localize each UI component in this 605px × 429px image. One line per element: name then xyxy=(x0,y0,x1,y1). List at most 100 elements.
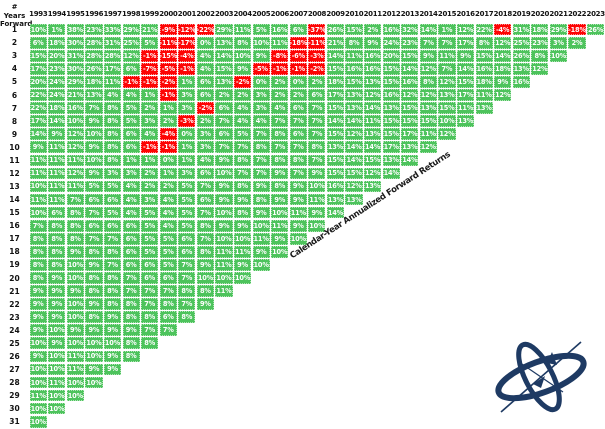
return-cell: 7% xyxy=(308,128,326,141)
return-cell: 11% xyxy=(308,193,326,206)
return-cell: 9% xyxy=(419,49,437,62)
return-cell: 8% xyxy=(233,36,252,49)
return-cell: 9% xyxy=(29,324,47,337)
return-cell: 4% xyxy=(196,49,214,62)
return-cell: 7% xyxy=(289,167,307,180)
return-cell: 11% xyxy=(48,141,66,154)
return-cell: 1% xyxy=(48,23,66,36)
row-label-years-forward: 27 xyxy=(9,365,20,375)
year-header: 1997 xyxy=(103,10,122,18)
return-cell: 3% xyxy=(196,141,214,154)
return-cell: 6% xyxy=(215,102,233,114)
return-cell: 11% xyxy=(48,376,66,389)
return-cell: 14% xyxy=(326,49,345,62)
return-cell: 11% xyxy=(29,193,47,206)
return-cell: 17% xyxy=(401,128,419,141)
return-cell: 7% xyxy=(271,115,289,127)
return-cell: 6% xyxy=(289,102,307,114)
return-cell: 6% xyxy=(122,63,140,75)
return-cell: 20% xyxy=(382,49,400,62)
return-cell: 9% xyxy=(103,324,122,337)
return-cell: 9% xyxy=(271,232,289,245)
row-label-years-forward: 23 xyxy=(9,312,20,322)
return-cell: 13% xyxy=(382,154,400,167)
return-cell: 8% xyxy=(29,245,47,258)
return-cell: 10% xyxy=(66,311,84,323)
return-cell: -18% xyxy=(289,36,308,49)
return-cell: 10% xyxy=(85,376,103,389)
return-cell: 0% xyxy=(196,36,214,49)
return-cell: 18% xyxy=(326,76,345,88)
return-cell: 11% xyxy=(252,232,270,245)
return-cell: 6% xyxy=(308,89,326,101)
return-cell: 7% xyxy=(29,219,47,232)
return-cell: 33% xyxy=(103,23,122,36)
return-cell: 10% xyxy=(85,337,103,350)
return-cell: 15% xyxy=(345,76,363,88)
return-cell: 10% xyxy=(308,219,326,232)
return-cell: 10% xyxy=(66,389,84,402)
return-cell: 21% xyxy=(141,23,159,36)
return-cell: 11% xyxy=(48,154,66,167)
return-cell: 7% xyxy=(438,63,456,75)
row-label-years-forward: 6 xyxy=(11,90,18,100)
return-cell: 7% xyxy=(233,141,252,154)
return-cell: 7% xyxy=(178,298,196,310)
return-cell: 4% xyxy=(196,154,214,167)
return-cell: -1% xyxy=(141,76,159,88)
return-cell: 14% xyxy=(29,128,47,141)
return-cell: 7% xyxy=(215,115,233,127)
row-label-years-forward: 4 xyxy=(11,64,18,74)
return-cell: 4% xyxy=(233,115,252,127)
return-cell: 9% xyxy=(308,206,326,219)
return-cell: -1% xyxy=(122,76,140,88)
return-cell: 9% xyxy=(29,141,47,154)
return-cell: 13% xyxy=(326,193,345,206)
return-cell: 10% xyxy=(215,206,233,219)
return-cell: 26% xyxy=(587,23,605,36)
return-cell: 10% xyxy=(66,376,84,389)
return-cell: 22% xyxy=(29,102,47,114)
return-cell: 12% xyxy=(438,76,456,88)
year-header: 1998 xyxy=(122,10,141,18)
return-cell: 3% xyxy=(252,89,270,101)
year-header: 2022 xyxy=(567,10,587,18)
return-cell: 10% xyxy=(48,363,66,376)
return-cell: 13% xyxy=(382,102,400,114)
return-cell: 14% xyxy=(419,23,437,36)
return-cell: 6% xyxy=(196,167,214,180)
return-cell: 8% xyxy=(475,36,493,49)
return-cell: 5% xyxy=(178,193,196,206)
return-cell: 10% xyxy=(66,259,84,271)
return-cell: 7% xyxy=(103,259,122,271)
return-cell: 7% xyxy=(141,298,159,310)
return-cell: 9% xyxy=(29,311,47,323)
return-cell: 15% xyxy=(326,154,345,167)
return-cell: 8% xyxy=(178,311,196,323)
return-cell: -15% xyxy=(159,49,178,62)
return-cell: 13% xyxy=(456,115,475,127)
return-cell: 7% xyxy=(85,206,103,219)
return-cell: 9% xyxy=(48,298,66,310)
return-cell: 17% xyxy=(456,36,475,49)
return-cell: 6% xyxy=(141,272,159,284)
return-cell: 12% xyxy=(419,89,437,101)
return-cell: 3% xyxy=(141,115,159,127)
return-cell: 7% xyxy=(308,154,326,167)
return-cell: 15% xyxy=(419,115,437,127)
return-cell: 6% xyxy=(159,272,177,284)
return-cell: 13% xyxy=(475,102,493,114)
return-cell: 10% xyxy=(66,337,84,350)
return-cell: 6% xyxy=(196,76,214,88)
return-cell: 3% xyxy=(178,167,196,180)
return-cell: 10% xyxy=(66,272,84,284)
return-cell: 9% xyxy=(196,298,214,310)
return-cell: 7% xyxy=(215,141,233,154)
return-cell: 9% xyxy=(103,350,122,363)
return-cell: 14% xyxy=(326,206,345,219)
return-cell: 1% xyxy=(178,76,196,88)
return-cell: 30% xyxy=(66,36,84,49)
return-cell: 9% xyxy=(289,219,307,232)
return-cell: 22% xyxy=(29,89,47,101)
